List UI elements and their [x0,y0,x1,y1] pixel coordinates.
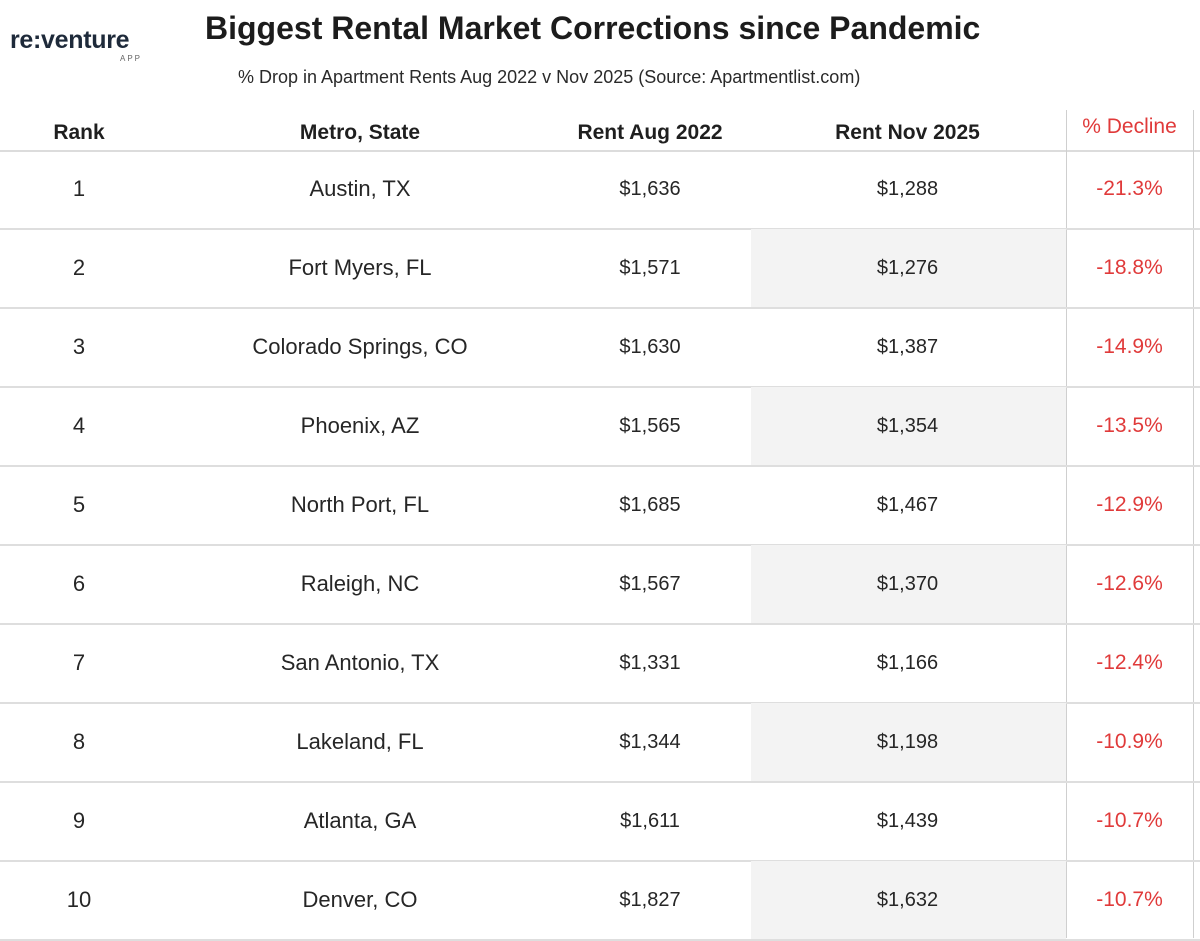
cell-rent-2022: $1,827 [619,889,681,911]
brand-logo: re:venture APP [10,26,160,63]
row-shading [751,703,1066,781]
cell-decline: -10.9% [1096,730,1163,753]
header-rent-2022: Rent Aug 2022 [577,121,723,144]
cell-decline: -12.4% [1096,651,1163,674]
cell-rent-2025: $1,198 [876,731,939,753]
cell-rent-2022: $1,611 [620,810,680,832]
cell-rent-2025: $1,387 [876,336,939,358]
cell-rent-2025: $1,276 [876,257,939,279]
table-row: 2 Fort Myers, FL $1,571 $1,276 -18.8% [0,229,1200,309]
cell-rank: 7 [72,650,86,675]
cell-rent-2025: $1,288 [876,178,939,200]
cell-decline: -12.6% [1096,572,1163,595]
table-right-border [1193,110,1194,938]
cell-decline: -10.7% [1096,888,1163,911]
table-row: 7 San Antonio, TX $1,331 $1,166 -12.4% [0,624,1200,704]
cell-rank: 6 [72,571,86,596]
cell-rank: 1 [72,176,86,201]
cell-metro: Atlanta, GA [303,808,417,833]
row-shading [751,861,1066,939]
cell-rent-2022: $1,567 [619,573,681,595]
cell-metro: Phoenix, AZ [300,413,420,438]
header-rank: Rank [53,121,105,144]
cell-rank: 5 [72,492,86,517]
cell-rank: 4 [72,413,86,438]
logo-text: re:venture [10,26,130,54]
header-metro: Metro, State [299,121,421,144]
cell-rent-2022: $1,571 [619,257,681,279]
header-rent-2025: Rent Nov 2025 [835,121,980,144]
table-row: 1 Austin, TX $1,636 $1,288 -21.3% [0,150,1200,230]
cell-metro: Austin, TX [309,176,411,201]
cell-metro: San Antonio, TX [280,650,440,675]
cell-metro: Lakeland, FL [296,729,424,754]
chart-title: Biggest Rental Market Corrections since … [205,10,981,46]
cell-rent-2025: $1,439 [876,810,939,832]
cell-rent-2025: $1,354 [876,415,939,437]
cell-rent-2025: $1,632 [876,889,939,911]
cell-metro: North Port, FL [290,492,430,517]
cell-decline: -12.9% [1096,493,1163,516]
cell-rent-2022: $1,630 [619,336,681,358]
rent-table: Rank Metro, State Rent Aug 2022 Rent Nov… [0,110,1200,941]
cell-rent-2022: $1,636 [619,178,681,200]
cell-metro: Colorado Springs, CO [252,334,468,359]
table-row: 3 Colorado Springs, CO $1,630 $1,387 -14.9% [0,308,1200,388]
cell-decline: -14.9% [1096,335,1163,358]
cell-rank: 2 [72,255,86,280]
cell-rent-2022: $1,685 [619,494,681,516]
cell-decline: -18.8% [1096,256,1163,279]
logo-subtext: APP [120,54,143,63]
row-shading [751,229,1066,307]
cell-rent-2022: $1,344 [619,731,681,753]
cell-rent-2022: $1,565 [619,415,681,437]
cell-metro: Fort Myers, FL [288,255,432,280]
header-decline: % Decline [1082,115,1177,138]
cell-rank: 9 [72,808,86,833]
cell-rent-2025: $1,370 [876,573,939,595]
row-shading [751,387,1066,465]
cell-decline: -13.5% [1096,414,1163,437]
cell-decline: -21.3% [1096,177,1163,200]
cell-rank: 8 [72,729,86,754]
cell-metro: Denver, CO [302,887,418,912]
table-row: 10 Denver, CO $1,827 $1,632 -10.7% [0,861,1200,941]
cell-rank: 10 [66,887,92,912]
table-row: 9 Atlanta, GA $1,611 $1,439 -10.7% [0,782,1200,862]
cell-rent-2025: $1,166 [876,652,939,674]
row-shading [751,545,1066,623]
cell-decline: -10.7% [1096,809,1163,832]
cell-rent-2025: $1,467 [876,494,939,516]
table-row: 8 Lakeland, FL $1,344 $1,198 -10.9% [0,703,1200,783]
table-row: 4 Phoenix, AZ $1,565 $1,354 -13.5% [0,387,1200,467]
table-header: Rank Metro, State Rent Aug 2022 Rent Nov… [0,110,1200,152]
cell-metro: Raleigh, NC [300,571,420,596]
chart-subtitle: % Drop in Apartment Rents Aug 2022 v Nov… [238,67,861,87]
table-row: 6 Raleigh, NC $1,567 $1,370 -12.6% [0,545,1200,625]
table-row: 5 North Port, FL $1,685 $1,467 -12.9% [0,466,1200,546]
column-divider [1066,110,1067,938]
cell-rent-2022: $1,331 [619,652,681,674]
cell-rank: 3 [72,334,86,359]
